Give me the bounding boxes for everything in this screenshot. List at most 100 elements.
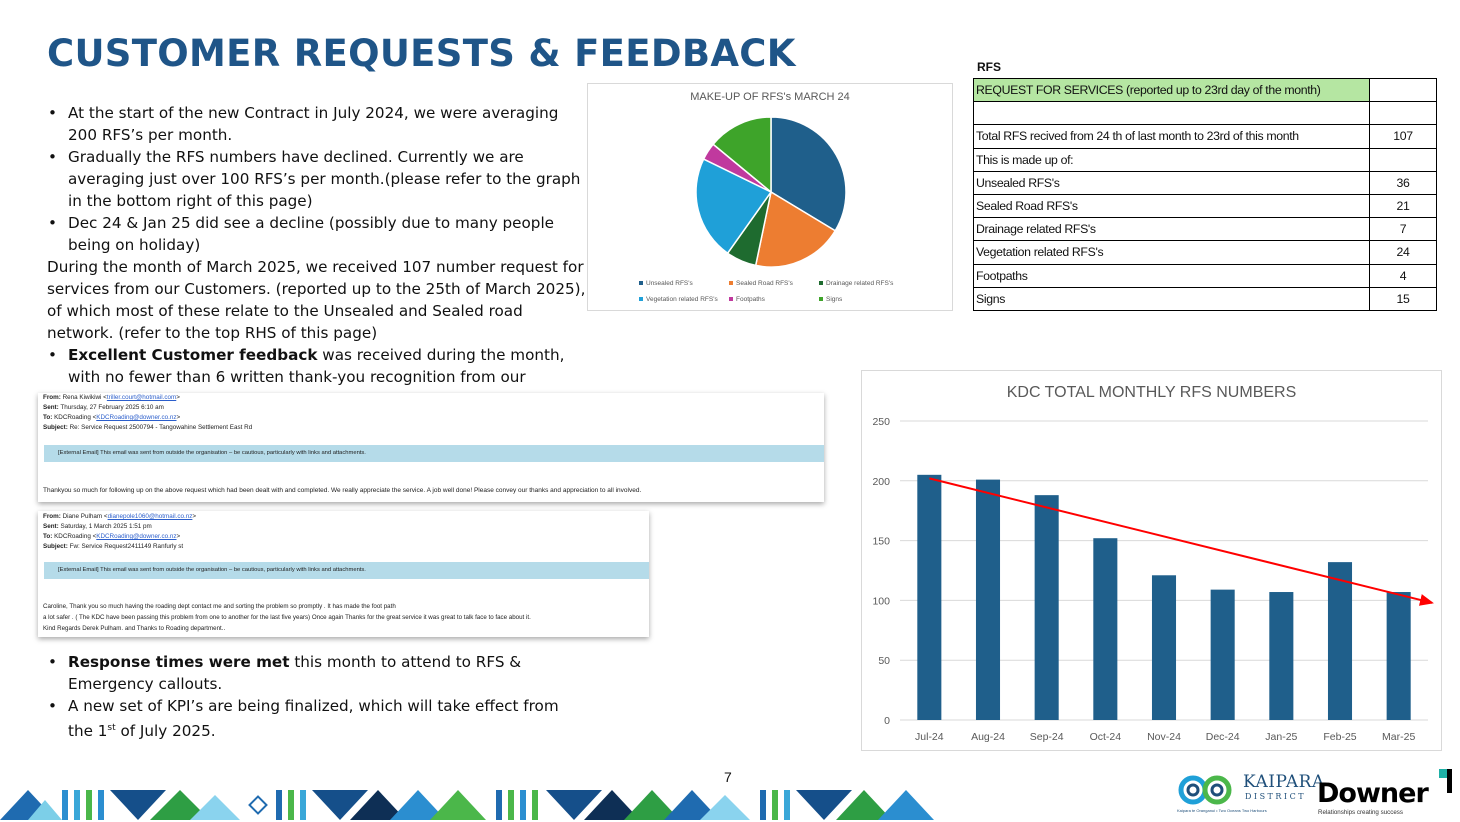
x-tick-label: Aug-24 <box>971 731 1005 743</box>
response-bold: Response times were met <box>68 653 290 671</box>
bullet-response-times: Response times were met this month to at… <box>47 651 587 695</box>
pie-svg <box>695 116 847 268</box>
email-sent: Sent: Saturday, 1 March 2025 1:51 pm <box>43 523 152 530</box>
email-body: Thankyou so much for following up on the… <box>43 487 642 494</box>
footer-logos: KAIPARA DISTRICT Kaipara te Oranganui • … <box>1175 766 1460 822</box>
downer-logo-text: Downer <box>1317 778 1429 809</box>
pie-legend-item: Vegetation related RFS's <box>639 296 718 303</box>
legend-swatch-icon <box>639 281 643 286</box>
y-tick-label: 200 <box>872 476 890 488</box>
y-tick-label: 150 <box>872 536 890 548</box>
table-row: REQUEST FOR SERVICES (reported up to 23r… <box>973 77 1437 103</box>
bullet-decline: Gradually the RFS numbers have declined.… <box>47 146 587 212</box>
email-from: From: Rena Kiwikiwi <triller.court@hotma… <box>43 394 180 401</box>
legend-swatch-icon <box>639 297 643 302</box>
email-screenshot-2: From: Diane Pulham <dianepole1060@hotmai… <box>38 511 649 637</box>
bar <box>1386 592 1411 720</box>
y-tick-label: 0 <box>884 715 890 727</box>
intro-text: At the start of the new Contract in July… <box>47 102 587 410</box>
legend-swatch-icon <box>819 297 823 302</box>
kaipara-logo-text: KAIPARA <box>1243 772 1325 792</box>
pie-legend-item: Unsealed RFS's <box>639 280 693 287</box>
pie-legend-item: Drainage related RFS's <box>819 280 893 287</box>
legend-swatch-icon <box>729 297 733 302</box>
table-row: Unsealed RFS's 36 <box>973 170 1437 195</box>
y-tick-label: 50 <box>878 655 890 667</box>
y-tick-label: 250 <box>872 416 890 428</box>
external-email-warning: [External Email] This email was sent fro… <box>44 445 824 462</box>
response-rest: this month to attend to RFS & Emergency … <box>68 653 522 693</box>
bar <box>1210 589 1235 720</box>
email-subject: Subject: Re: Service Request 2500794 - T… <box>43 424 253 431</box>
email-body: Caroline, Thank you so much having the r… <box>43 603 531 632</box>
table-row: Sealed Road RFS's 21 <box>973 193 1437 219</box>
pie-chart: MAKE-UP OF RFS's MARCH 24 Unsealed RFS's… <box>587 83 953 311</box>
kaipara-tagline: Kaipara te Oranganui • Two Oceans Two Ha… <box>1177 808 1267 813</box>
downer-mark-icon <box>1439 769 1452 793</box>
external-email-warning: [External Email] This email was sent fro… <box>44 562 649 579</box>
bar <box>975 479 1001 720</box>
pie-slice <box>712 116 772 194</box>
x-tick-label: Oct-24 <box>1090 731 1122 743</box>
bar <box>1269 592 1294 720</box>
table-row: This is made up of: <box>973 147 1437 172</box>
bullet-kpi: A new set of KPI’s are being finalized, … <box>47 695 587 742</box>
bar <box>1034 495 1059 720</box>
email-from-link[interactable]: dianepole1060@hotmail.co.nz <box>107 513 193 520</box>
email-screenshot-1: From: Rena Kiwikiwi <triller.court@hotma… <box>38 393 824 502</box>
bar <box>1151 575 1177 720</box>
pie-title: MAKE-UP OF RFS's MARCH 24 <box>690 91 850 103</box>
x-tick-label: Nov-24 <box>1147 731 1181 743</box>
y-tick-label: 100 <box>872 595 890 607</box>
table-row: Vegetation related RFS's 24 <box>973 240 1437 265</box>
bar <box>1327 562 1353 720</box>
table-row: Signs 15 <box>973 286 1437 311</box>
email-sent: Sent: Thursday, 27 February 2025 6:10 am <box>43 404 164 411</box>
x-tick-label: Sep-24 <box>1030 731 1064 743</box>
legend-swatch-icon <box>819 281 823 286</box>
x-tick-label: Mar-25 <box>1382 731 1415 743</box>
page-title: CUSTOMER REQUESTS & FEEDBACK <box>47 32 796 75</box>
email-to-link[interactable]: KDCRoading@downer.co.nz <box>96 533 177 540</box>
email-to: To: KDCRoading <KDCRoading@downer.co.nz> <box>43 414 181 421</box>
kaipara-district-text: DISTRICT <box>1245 792 1307 801</box>
rfs-total-value: 107 <box>1369 124 1437 149</box>
pie-slice <box>770 116 847 232</box>
x-tick-label: Feb-25 <box>1323 731 1356 743</box>
downer-tagline: Relationships creating success <box>1318 809 1403 816</box>
rfs-total-label: Total RFS recived from 24 th of last mon… <box>973 124 1370 149</box>
legend-swatch-icon <box>729 281 733 286</box>
page-number: 7 <box>724 769 732 785</box>
email-to: To: KDCRoading <KDCRoading@downer.co.nz> <box>43 533 181 540</box>
table-row: Drainage related RFS's 7 <box>973 217 1437 242</box>
kaipara-swirl-icon <box>1178 775 1232 805</box>
table-row: Footpaths 4 <box>973 263 1437 288</box>
bar <box>1093 538 1118 720</box>
bar-chart: KDC TOTAL MONTHLY RFS NUMBERS 0 50 100 150 2… <box>861 370 1442 751</box>
rfs-table: REQUEST FOR SERVICES (reported up to 23r… <box>973 77 1437 311</box>
email-from-link[interactable]: triller.court@hotmail.com <box>106 394 177 401</box>
rfs-made-up: This is made up of: <box>973 147 1370 172</box>
x-tick-label: Jul-24 <box>915 731 944 743</box>
bar <box>917 474 942 720</box>
outro-text: Response times were met this month to at… <box>47 651 587 742</box>
x-tick-label: Dec-24 <box>1206 731 1240 743</box>
bar-chart-svg: 0 50 100 150 200 250 Jul-24 Aug-24 Sep-24 Oct-24 N… <box>872 416 1434 743</box>
x-tick-label: Jan-25 <box>1265 731 1297 743</box>
feedback-bold: Excellent Customer feedback <box>68 346 318 364</box>
email-to-link[interactable]: KDCRoading@downer.co.nz <box>96 414 177 421</box>
decorative-banner <box>0 790 934 820</box>
email-subject: Subject: Fw: Service Request2411149 Ranf… <box>43 543 184 550</box>
pie-slice <box>754 190 837 268</box>
trendline <box>929 477 1434 606</box>
pie-legend-item: Sealed Road RFS's <box>729 280 793 287</box>
email-from: From: Diane Pulham <dianepole1060@hotmai… <box>43 513 197 520</box>
march-summary: During the month of March 2025, we recei… <box>47 258 586 342</box>
table-row <box>973 101 1437 126</box>
bullet-contract-start: At the start of the new Contract in July… <box>47 102 587 146</box>
pie-legend-item: Footpaths <box>729 296 765 303</box>
bullet-holiday: Dec 24 & Jan 25 did see a decline (possi… <box>47 212 587 256</box>
rfs-header: REQUEST FOR SERVICES (reported up to 23r… <box>973 77 1370 103</box>
pie-legend-item: Signs <box>819 296 842 303</box>
rfs-label: RFS <box>977 60 1001 74</box>
